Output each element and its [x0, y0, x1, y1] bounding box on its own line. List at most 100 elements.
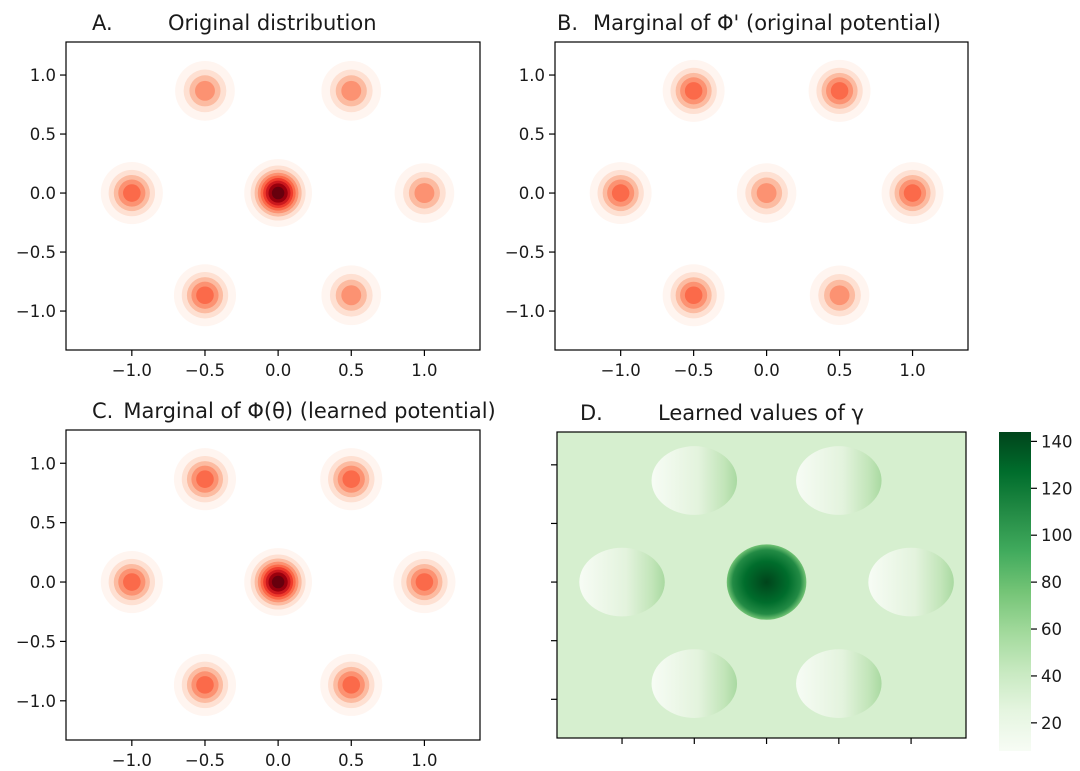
- mode-peak: [589, 162, 652, 225]
- panel-letter: B.: [557, 11, 578, 35]
- contour-level: [341, 80, 362, 101]
- mode-peak: [881, 162, 944, 225]
- mode-peak: [320, 448, 383, 511]
- y-tick-label: 0.0: [519, 184, 545, 203]
- colorbar-tick-label: 60: [1041, 620, 1062, 639]
- y-tick-label: −1.0: [16, 302, 56, 321]
- contour-level: [830, 82, 849, 100]
- y-tick-label: −0.5: [505, 243, 545, 262]
- axes-frame: [554, 41, 969, 351]
- y-tick-label: 0.0: [30, 573, 56, 592]
- y-tick-label: −0.5: [16, 243, 56, 262]
- y-tick-label: −0.5: [16, 632, 56, 651]
- x-tick-label: −1.0: [601, 361, 641, 380]
- x-tick-label: 1.0: [411, 751, 437, 770]
- panel-title: Marginal of Φ' (original potential): [593, 11, 941, 35]
- mode-peak: [173, 448, 237, 511]
- heatmap: [557, 432, 966, 738]
- y-tick-label: 0.5: [30, 514, 56, 533]
- contour-level: [196, 470, 214, 488]
- contour-level: [123, 573, 141, 591]
- contour-level: [271, 575, 285, 589]
- gamma-region: [796, 446, 882, 515]
- mode-peak: [244, 548, 313, 616]
- x-tick-label: 0.0: [265, 751, 291, 770]
- contour-level: [342, 676, 361, 694]
- mode-peak: [175, 61, 235, 121]
- panel-c: C. Marginal of Φ(θ) (learned potential) −1…: [16, 399, 496, 770]
- x-tick-label: 1.0: [411, 361, 437, 380]
- colorbar-tick-label: 80: [1041, 573, 1062, 592]
- mode-peak: [393, 550, 456, 614]
- mode-peak: [173, 653, 237, 716]
- colorbar-gradient: [999, 432, 1031, 751]
- contour-level: [196, 676, 214, 694]
- contour-plot: [100, 61, 455, 327]
- panel-title: C. Marginal of Φ(θ) (learned potential): [92, 399, 496, 423]
- mode-peak: [662, 59, 725, 122]
- axes-frame: [65, 41, 481, 351]
- mode-peak: [809, 265, 870, 326]
- mode-peak: [320, 653, 383, 716]
- gamma-region: [651, 649, 738, 718]
- colorbar-tick-label: 40: [1041, 667, 1062, 686]
- contour-plot: [100, 448, 456, 716]
- contour-level: [829, 285, 850, 306]
- panel-title-text: Marginal of Φ(θ) (learned potential): [123, 399, 495, 423]
- y-tick-label: −1.0: [505, 302, 545, 321]
- contour-level: [415, 573, 434, 591]
- mode-peak: [321, 61, 382, 121]
- x-tick-label: 0.5: [338, 751, 364, 770]
- x-tick-label: 0.5: [338, 361, 364, 380]
- contour-level: [196, 286, 214, 305]
- contour-level: [684, 82, 703, 100]
- mode-peak: [173, 264, 237, 327]
- mode-peak: [662, 264, 725, 327]
- colorbar-tick-label: 140: [1041, 432, 1073, 451]
- contour-plot: [589, 59, 944, 327]
- x-tick-label: 0.0: [265, 361, 291, 380]
- panel-d: D. Learned values of γ 140 120 100 80 60 40 20: [551, 401, 1073, 751]
- axes-frame: [65, 429, 481, 741]
- axes-frame: [556, 431, 967, 739]
- x-tick-label: −1.0: [112, 361, 152, 380]
- mode-peak: [321, 265, 382, 326]
- colorbar: 140 120 100 80 60 40 20: [999, 432, 1073, 751]
- contour-level: [414, 183, 435, 204]
- panel-letter: D.: [580, 401, 603, 425]
- y-tick-label: 1.0: [519, 66, 545, 85]
- contour-level: [611, 184, 630, 202]
- y-tick-label: 1.0: [30, 454, 56, 473]
- x-tick-label: 0.5: [826, 361, 852, 380]
- panel-letter: A.: [92, 11, 113, 35]
- x-tick-label: 0.0: [753, 361, 779, 380]
- mode-peak: [100, 162, 163, 225]
- gamma-region: [726, 544, 807, 620]
- x-tick-label: −0.5: [185, 751, 225, 770]
- mode-peak: [808, 59, 871, 122]
- panel-a: A. Original distribution −1.0 −0.5 0.0 0.5 1.0…: [16, 11, 481, 380]
- colorbar-tick-label: 120: [1041, 479, 1073, 498]
- mode-peak: [736, 163, 797, 223]
- x-tick-label: 1.0: [899, 361, 925, 380]
- panel-title: Learned values of γ: [658, 401, 864, 425]
- x-tick-label: −0.5: [185, 361, 225, 380]
- contour-level: [756, 183, 777, 203]
- y-tick-label: 0.5: [519, 125, 545, 144]
- gamma-region: [579, 547, 665, 617]
- panel-b: B. Marginal of Φ' (original potential) −1.…: [505, 11, 969, 380]
- mode-peak: [100, 550, 163, 614]
- panel-title: Original distribution: [168, 11, 377, 35]
- contour-level: [903, 184, 922, 202]
- panel-letter: C.: [92, 399, 113, 423]
- y-tick-label: 1.0: [30, 66, 56, 85]
- x-tick-label: −1.0: [112, 751, 152, 770]
- y-tick-label: 0.0: [30, 184, 56, 203]
- contour-level: [123, 184, 141, 202]
- y-tick-label: 0.5: [30, 125, 56, 144]
- mode-peak: [244, 159, 313, 227]
- y-tick-label: −1.0: [16, 692, 56, 711]
- contour-level: [684, 286, 703, 305]
- gamma-region: [868, 547, 954, 617]
